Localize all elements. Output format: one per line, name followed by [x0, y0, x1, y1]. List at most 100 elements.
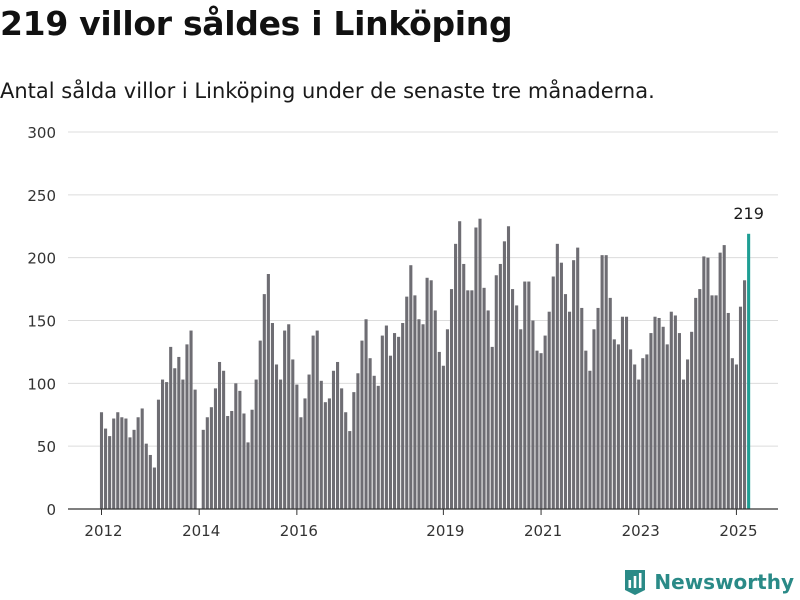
- bar: [616, 344, 620, 509]
- bar: [364, 319, 368, 509]
- bar: [413, 295, 417, 509]
- bar: [217, 361, 222, 509]
- newsworthy-logo-icon: [625, 570, 646, 595]
- bar: [352, 392, 356, 509]
- bar: [287, 324, 291, 509]
- bar: [600, 255, 604, 509]
- bar: [637, 379, 641, 509]
- bar: [340, 388, 344, 509]
- bar: [694, 297, 698, 509]
- bar: [511, 289, 515, 509]
- bar: [515, 305, 519, 509]
- y-tick-label: 150: [27, 313, 56, 331]
- x-tick-label: 2023: [622, 522, 660, 540]
- bar: [140, 408, 144, 509]
- bar: [702, 256, 706, 509]
- bar: [344, 412, 348, 509]
- chart-subtitle: Antal sålda villor i Linköping under de …: [0, 79, 655, 103]
- bar: [161, 379, 165, 509]
- bar: [506, 226, 511, 509]
- y-tick-label: 0: [46, 501, 56, 519]
- bar: [299, 417, 303, 509]
- bar: [372, 375, 376, 509]
- brand-name: Newsworthy: [654, 570, 794, 594]
- bar: [710, 295, 714, 509]
- bar: [478, 218, 482, 509]
- bar: [311, 335, 315, 509]
- bar: [185, 344, 189, 509]
- bar: [165, 382, 169, 509]
- bar: [466, 290, 470, 509]
- y-tick-label: 50: [37, 438, 56, 456]
- x-axis-ticks: 2012 2014 2016 2019 2021 2023 2025: [84, 509, 758, 540]
- bar: [686, 359, 690, 509]
- bar: [527, 281, 531, 509]
- bar: [714, 295, 718, 509]
- bar: [494, 275, 498, 509]
- bar: [331, 370, 336, 509]
- x-tick-label: 2025: [719, 522, 757, 540]
- bar: [441, 365, 445, 509]
- bar: [474, 227, 478, 510]
- bar: [291, 359, 295, 509]
- x-tick-label: 2016: [280, 522, 318, 540]
- bar: [238, 390, 242, 509]
- bar: [392, 333, 397, 509]
- bar: [258, 340, 262, 509]
- bar: [502, 241, 506, 509]
- bar: [213, 388, 218, 509]
- data-label-latest: 219: [733, 204, 764, 223]
- bar: [624, 316, 629, 509]
- bar: [360, 340, 364, 509]
- bar: [226, 416, 230, 509]
- bar: [348, 431, 352, 509]
- bar: [429, 280, 433, 509]
- bar: [205, 417, 209, 509]
- bar: [568, 311, 572, 509]
- y-tick-label: 300: [27, 124, 56, 142]
- bar: [580, 307, 584, 509]
- bar: [380, 335, 384, 509]
- bar: [266, 274, 270, 509]
- bar: [246, 442, 250, 509]
- bar: [498, 263, 502, 509]
- bar: [144, 443, 148, 509]
- y-tick-label: 200: [27, 250, 56, 268]
- bar: [462, 263, 466, 509]
- bar: [177, 356, 181, 509]
- bar: [279, 379, 283, 509]
- bar: [409, 265, 413, 509]
- bar: [181, 379, 185, 509]
- bar: [250, 409, 254, 509]
- bar: [608, 297, 612, 509]
- bar: [551, 276, 555, 509]
- bar: [653, 316, 657, 509]
- bar: [136, 417, 140, 509]
- annotations: 219: [733, 204, 764, 223]
- bar: [445, 329, 449, 509]
- bar: [470, 290, 474, 509]
- bar: [722, 245, 726, 509]
- bar: [254, 379, 258, 509]
- bar: [588, 370, 592, 509]
- bar: [323, 402, 327, 509]
- bar: [572, 260, 576, 509]
- bar: [315, 330, 319, 509]
- bar: [620, 316, 625, 509]
- bar: [384, 325, 388, 509]
- bar: [690, 331, 694, 509]
- bar: [730, 358, 734, 509]
- bar: [152, 467, 156, 509]
- bar: [458, 221, 462, 509]
- bar: [596, 307, 600, 509]
- bar: [490, 346, 494, 509]
- bar: [677, 333, 681, 509]
- bar: [641, 358, 645, 509]
- bar: [189, 330, 193, 509]
- bar: [417, 319, 421, 509]
- bar: [629, 349, 633, 509]
- bar: [584, 350, 588, 509]
- bar: [604, 255, 608, 509]
- newsworthy-logo[interactable]: Newsworthy: [623, 568, 794, 596]
